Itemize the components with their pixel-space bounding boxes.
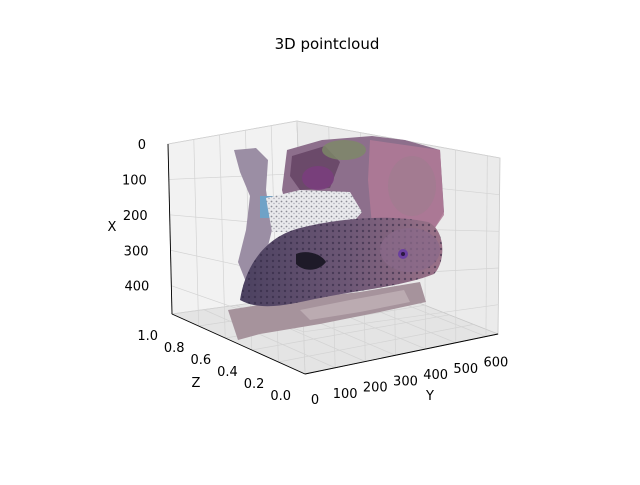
- x-tick-label: 400: [125, 280, 150, 295]
- y-tick-label: 200: [363, 381, 388, 396]
- z-tick-label: 0.2: [244, 377, 265, 392]
- y-tick-label: 100: [333, 387, 358, 402]
- x-tick-label: 0: [138, 138, 146, 153]
- z-tick-label: 0.8: [164, 341, 185, 356]
- x-tick-label: 100: [122, 173, 147, 188]
- z-axis-label: Z: [192, 376, 201, 391]
- y-tick-label: 0: [311, 393, 319, 408]
- chart-title: 3D pointcloud: [275, 35, 380, 53]
- x-tick-label: 300: [124, 244, 149, 259]
- z-tick-label: 0.0: [270, 389, 291, 404]
- reef-coral-green: [322, 140, 366, 160]
- x-tick-label: 200: [123, 209, 148, 224]
- z-tick-label: 0.6: [191, 353, 212, 368]
- y-tick-label: 600: [484, 356, 509, 371]
- z-tick-label: 0.4: [217, 365, 238, 380]
- y-tick-label: 300: [393, 374, 418, 389]
- reef-coral-right: [388, 156, 436, 216]
- y-tick-label: 500: [453, 362, 478, 377]
- eel-head: [380, 228, 440, 272]
- x-axis-label: X: [108, 220, 117, 235]
- y-tick-label: 400: [423, 368, 448, 383]
- eel-eye-pupil: [401, 252, 405, 256]
- reef-purple-blob: [302, 166, 334, 190]
- z-tick-label: 1.0: [137, 329, 158, 344]
- y-axis-label: Y: [425, 389, 434, 404]
